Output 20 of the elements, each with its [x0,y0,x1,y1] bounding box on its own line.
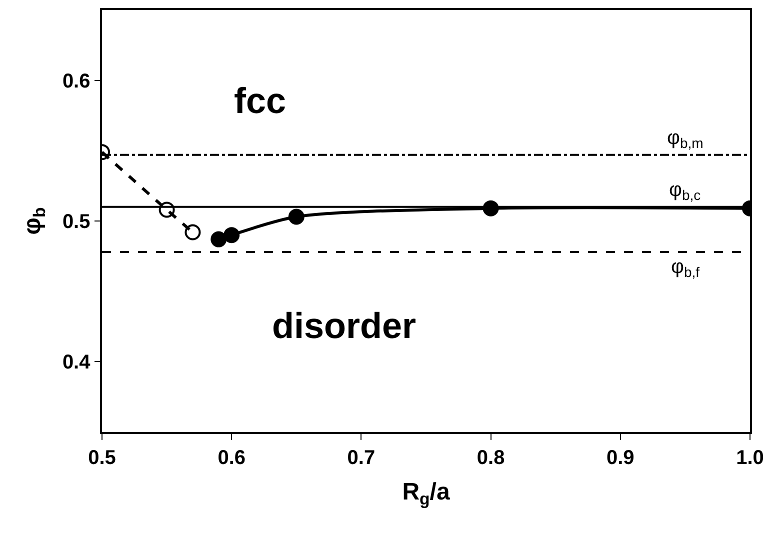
ref-line-label: φ$_{b,m}$ [667,127,704,152]
x-axis-title: R$_{g}$/a [402,478,450,509]
y-tick-label: 0.5 [62,211,90,233]
y-tick-label: 0.4 [62,352,92,374]
x-tick-label: 0.6 [218,446,246,469]
x-tick-label: 0.8 [476,446,505,469]
x-tick-label: 0.7 [347,446,376,469]
annotation: fcc [234,80,286,121]
point [210,231,227,248]
ref-line-label: φ$_{b,f}$ [671,256,700,280]
annotation: disorder [272,305,416,346]
x-tick-label: 1.0 [736,446,764,469]
point [288,208,304,225]
y-tick-label: 0.6 [62,70,90,92]
point [224,227,240,244]
point [158,202,175,218]
ref-line-label: φ$_{b,c}$ [669,179,701,204]
x-tick-label: 0.9 [606,446,634,469]
x-tick-label: 0.5 [88,446,116,469]
point [184,224,201,240]
